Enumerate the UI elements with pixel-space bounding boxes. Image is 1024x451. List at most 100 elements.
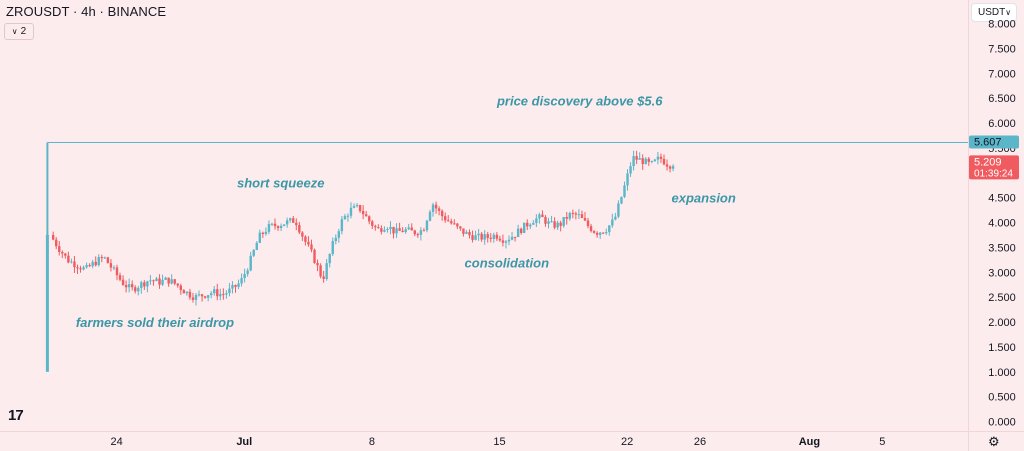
candle [295,222,298,226]
candle [671,166,675,169]
candle [608,225,611,233]
candle [443,216,447,221]
candle [532,222,535,225]
candle [352,206,356,208]
candle [273,223,277,227]
candle [501,240,505,243]
candle [617,203,620,217]
currency-select[interactable]: USDT ∨ [971,3,1017,22]
candle [644,158,647,165]
candle [249,255,252,271]
candle [91,261,94,267]
candle [471,235,474,240]
x-tick-label: Jul [236,436,252,448]
chevron-down-icon: ∨ [11,27,18,36]
candle [602,232,605,234]
candle [45,234,49,372]
candle [489,237,492,239]
indicators-toggle[interactable]: ∨ 2 [4,23,34,40]
y-tick-label: 8.000 [988,19,1016,31]
candle [191,297,195,300]
chart-annotation: price discovery above $5.6 [496,94,663,109]
candle [246,270,249,274]
candle [261,232,265,234]
candle [465,232,468,234]
candle [209,293,213,296]
candle [529,224,532,227]
candle [179,285,183,291]
last-price-label [969,155,1019,180]
y-tick-label: 1.000 [988,367,1016,379]
candle [632,156,635,167]
candle [523,222,526,233]
candle [407,227,410,230]
candle [656,156,660,160]
candle [513,236,517,238]
candle [386,229,389,231]
candle [456,223,459,227]
candle [422,230,426,232]
candle [477,233,480,236]
candle [264,231,268,234]
candle [383,230,386,232]
candle [419,230,423,235]
candle [282,224,286,226]
candle [544,217,547,224]
candle [550,221,553,223]
candle [237,283,240,287]
candle [170,279,173,284]
candle [51,234,55,240]
candle [124,285,128,288]
y-tick-label: 4.500 [988,193,1016,205]
candle [307,241,310,245]
candle [416,234,420,236]
candle [258,232,262,243]
y-tick-label: 2.500 [988,292,1016,304]
candle [310,244,313,250]
candle [620,196,623,204]
y-tick-label: 2.000 [988,317,1016,329]
candle [428,211,432,221]
candle [371,221,374,226]
candle [103,257,107,259]
candle [219,294,222,297]
candle [364,214,368,217]
candle [319,265,322,277]
line-price-label [969,135,1019,149]
candle [115,267,119,276]
gear-icon[interactable]: ⚙ [988,434,1000,449]
candle [553,221,556,228]
candle [486,234,489,238]
candle [623,185,626,197]
candle [410,227,413,231]
candle [197,294,201,296]
candle [194,294,198,300]
candle [152,280,155,282]
candle [88,265,91,267]
x-tick-label: 24 [111,436,123,448]
candle [589,226,593,232]
candle [130,284,134,288]
candle [398,228,401,231]
candle [668,166,672,169]
candle [331,241,334,255]
candle [401,230,404,233]
candle [538,214,541,219]
candle [577,214,581,216]
currency-label: USDT [978,7,1006,18]
y-tick-label: 1.500 [988,342,1016,354]
candle [158,278,161,285]
candle [225,293,228,295]
y-tick-label: 4.000 [988,218,1016,230]
candle [450,221,453,224]
candle [188,291,192,298]
x-tick-label: 22 [621,436,633,448]
candle [653,159,657,162]
candle [200,294,204,297]
candle [562,216,565,226]
x-tick-label: 26 [694,436,706,448]
candle [55,239,58,247]
candle [228,288,231,294]
candle [285,220,289,225]
